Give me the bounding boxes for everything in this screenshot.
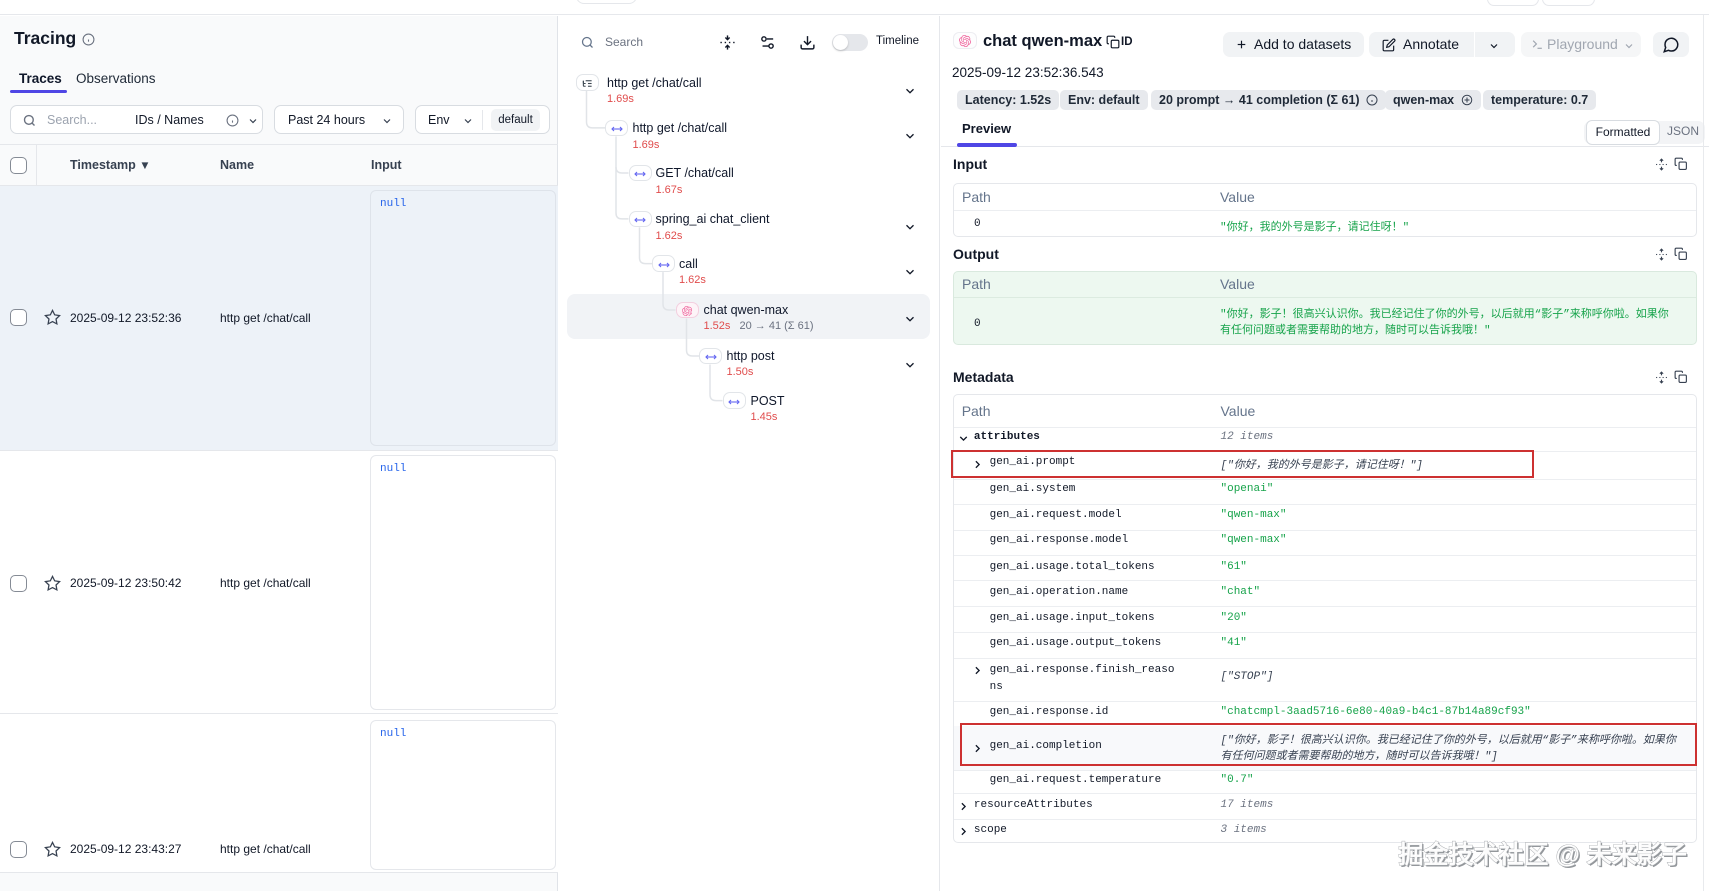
svg-text:掘金技术社区 @ 未来影子: 掘金技术社区 @ 未来影子 bbox=[1400, 842, 1688, 871]
svg-text:掘金技术社区 @ 未来影子: 掘金技术社区 @ 未来影子 bbox=[1399, 840, 1687, 869]
